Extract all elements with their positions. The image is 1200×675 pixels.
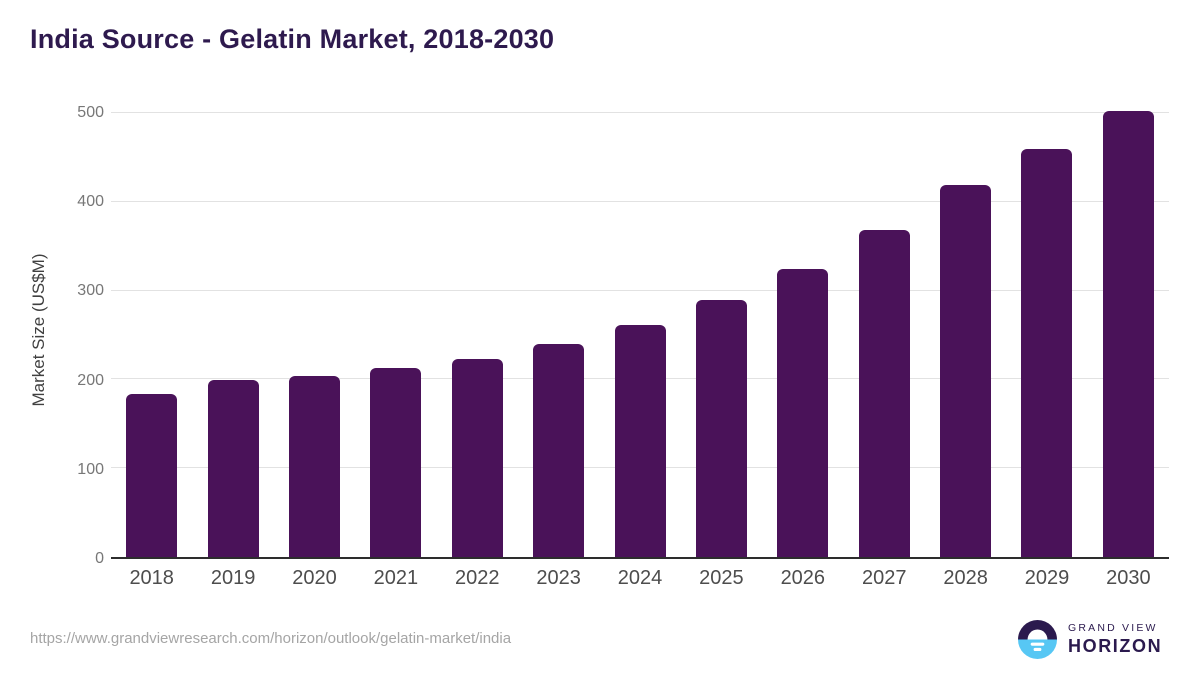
y-tick-label-400: 400 bbox=[77, 193, 104, 211]
brand-logo: GRAND VIEW HORIZON bbox=[1018, 620, 1162, 659]
bar-slot-2020 bbox=[274, 113, 355, 557]
gridline-300 bbox=[111, 289, 1169, 291]
plot-area bbox=[111, 111, 1169, 559]
bar-2028 bbox=[940, 184, 992, 557]
bar-2024 bbox=[614, 325, 666, 557]
brand-name-bottom: HORIZON bbox=[1068, 636, 1163, 656]
bar-slot-2024 bbox=[599, 113, 680, 557]
bar-slot-2023 bbox=[518, 113, 599, 557]
x-tick-labels: 2018 2019 2020 2021 2022 2023 2024 2025 2026 2027… bbox=[111, 567, 1169, 590]
bar-2027 bbox=[858, 230, 910, 557]
x-tick-label-2022: 2022 bbox=[455, 567, 500, 589]
y-tick-label-300: 300 bbox=[77, 282, 104, 300]
gridline-400 bbox=[111, 200, 1169, 202]
bar-slot-2028 bbox=[925, 113, 1006, 557]
x-tick-label-2025: 2025 bbox=[699, 567, 744, 589]
sunrise-logo-icon bbox=[1018, 620, 1057, 659]
bar-slot-2030 bbox=[1088, 111, 1169, 557]
chart-title: India Source - Gelatin Market, 2018-2030 bbox=[30, 24, 555, 54]
bar-slot-2018 bbox=[111, 113, 192, 557]
x-tick-label-2026: 2026 bbox=[780, 567, 826, 589]
bar-2020 bbox=[288, 375, 340, 557]
y-tick-label-500: 500 bbox=[77, 104, 104, 121]
bar-slot-2025 bbox=[681, 113, 762, 557]
x-tick-label-2029: 2029 bbox=[1024, 567, 1070, 589]
y-tick-label-100: 100 bbox=[77, 460, 104, 478]
bar-2021 bbox=[370, 367, 422, 557]
bar-slot-2027 bbox=[844, 113, 925, 557]
bar-2023 bbox=[533, 343, 585, 557]
bar-slot-2029 bbox=[1006, 113, 1087, 557]
bar-2019 bbox=[207, 380, 259, 557]
bar-2025 bbox=[695, 300, 747, 557]
x-tick-label-2027: 2027 bbox=[861, 567, 907, 589]
y-tick-label-200: 200 bbox=[77, 371, 104, 389]
x-tick-label-2018: 2018 bbox=[129, 567, 174, 589]
x-tick-label-2024: 2024 bbox=[617, 567, 663, 589]
y-tick-label-0: 0 bbox=[95, 550, 104, 567]
x-tick-label-2021: 2021 bbox=[373, 567, 419, 589]
source-url: https://www.grandviewresearch.com/horizo… bbox=[30, 630, 512, 647]
x-tick-label-2023: 2023 bbox=[536, 567, 581, 589]
bar-slot-2026 bbox=[762, 113, 843, 557]
bar-2029 bbox=[1021, 149, 1073, 557]
x-tick-label-2020: 2020 bbox=[292, 567, 337, 589]
brand-name-top: GRAND VIEW bbox=[1068, 622, 1158, 634]
y-tick-labels: 0 100 200 300 400 500 bbox=[0, 105, 104, 567]
bar-2026 bbox=[777, 269, 829, 557]
bars-row bbox=[111, 111, 1169, 557]
bar-slot-2021 bbox=[355, 113, 436, 557]
bar-slot-2019 bbox=[192, 113, 273, 557]
x-tick-label-2030: 2030 bbox=[1106, 567, 1151, 589]
bar-2022 bbox=[451, 358, 503, 557]
x-tick-label-2019: 2019 bbox=[210, 567, 256, 589]
brand-text: GRAND VIEW HORIZON bbox=[1068, 622, 1162, 657]
x-tick-label-2028: 2028 bbox=[943, 567, 988, 589]
bar-2030 bbox=[1102, 111, 1154, 557]
bar-slot-2022 bbox=[437, 113, 518, 557]
bar-2018 bbox=[126, 393, 178, 557]
gridline-500 bbox=[111, 112, 1169, 113]
